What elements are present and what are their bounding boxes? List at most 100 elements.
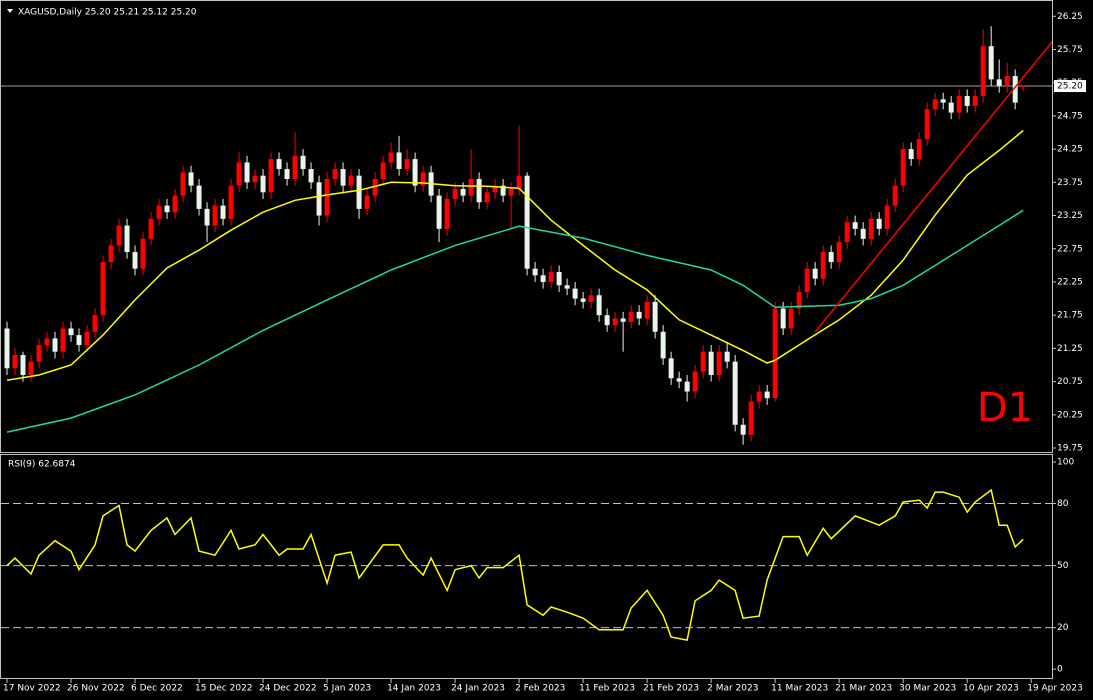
candle-body	[180, 172, 186, 196]
candle-body	[52, 338, 58, 352]
candle-body	[116, 225, 122, 246]
candle-body	[988, 46, 994, 80]
candle-body	[484, 192, 490, 203]
main-plot	[1, 26, 1052, 445]
candle-body	[636, 311, 642, 319]
candle-body	[100, 262, 106, 316]
candle-body	[708, 351, 714, 375]
candle-body	[868, 218, 874, 239]
y-tick-label: 80	[1057, 499, 1069, 509]
candle-body	[780, 308, 786, 329]
price-label-box	[1054, 80, 1086, 93]
candle-body	[44, 338, 50, 346]
candle-body	[836, 242, 842, 263]
menu-triangle	[7, 9, 13, 13]
candle-body	[220, 205, 226, 219]
candle-body	[644, 301, 650, 319]
y-tick-label: 24.75	[1057, 111, 1083, 121]
candle-body	[340, 169, 346, 186]
y-tick-label: 25.75	[1057, 45, 1083, 55]
candle-body	[620, 318, 626, 322]
candle-body	[436, 195, 442, 229]
candle-body	[612, 318, 618, 326]
candle-body	[164, 205, 170, 213]
x-tick-label: 2 Feb 2023	[515, 684, 565, 694]
candle-body	[308, 169, 314, 183]
candle-body	[468, 179, 474, 196]
candle-body	[1004, 76, 1010, 87]
timeframe-label: D1	[977, 385, 1033, 431]
x-tick-label: 24 Dec 2022	[259, 684, 317, 694]
candle-body	[652, 301, 658, 332]
candle-body	[124, 225, 130, 253]
candle-body	[364, 195, 370, 209]
candle-body	[12, 355, 18, 369]
axes: 19.75 20.25 20.75 21.25 21.75 22.25 22.75 23.25…	[3, 12, 1086, 694]
candle-body	[508, 188, 514, 196]
candle-body	[132, 252, 138, 269]
x-tick-label: 10 Apr 2023	[963, 684, 1019, 694]
candle-body	[452, 188, 458, 199]
y-tick-label: 22.75	[1057, 244, 1083, 254]
candle-body	[580, 298, 586, 302]
candle-body	[228, 185, 234, 219]
candle-body	[212, 205, 218, 226]
candle-body	[548, 271, 554, 282]
candle-body	[844, 222, 850, 243]
x-tick-label: 21 Mar 2023	[835, 684, 892, 694]
candle-body	[820, 252, 826, 279]
candle-body	[828, 252, 834, 263]
candle-body	[668, 358, 674, 379]
candle-body	[204, 208, 210, 226]
candle-body	[420, 172, 426, 186]
candle-body	[28, 361, 34, 375]
candle-body	[276, 159, 282, 170]
candle-body	[956, 95, 962, 113]
x-tick-label: 17 Nov 2022	[3, 684, 61, 694]
y-tick-label: 20	[1057, 623, 1069, 633]
candle-body	[660, 331, 666, 359]
candle-body	[524, 175, 530, 269]
x-tick-label: 15 Dec 2022	[195, 684, 253, 694]
candle-body	[404, 159, 410, 170]
candle-body	[268, 159, 274, 193]
candle-body	[324, 179, 330, 216]
indicator-line	[6, 129, 1024, 382]
candle-body	[748, 401, 754, 435]
candle-body	[20, 355, 26, 375]
x-tick-label: 6 Dec 2022	[131, 684, 183, 694]
candle-body	[684, 381, 690, 392]
candle-body	[60, 328, 66, 352]
y-tick-label: 21.75	[1057, 311, 1083, 321]
candle-body	[316, 182, 322, 216]
candle-body	[764, 391, 770, 399]
y-tick-label: 26.25	[1057, 12, 1083, 22]
candle-body	[596, 295, 602, 316]
candle-body	[252, 175, 258, 183]
candle-body	[556, 271, 562, 286]
candle-body	[292, 155, 298, 180]
candle-body	[996, 79, 1002, 87]
candle-body	[772, 308, 778, 399]
candle-body	[852, 222, 858, 229]
candle-body	[980, 46, 986, 96]
candle-body	[604, 315, 610, 326]
indicator-line	[6, 209, 1024, 433]
candle-body	[724, 351, 730, 362]
y-tick-label: 21.25	[1057, 344, 1083, 354]
candle-body	[860, 228, 866, 239]
rsi-panel-border	[0, 454, 1053, 679]
candle-body	[348, 175, 354, 186]
main-panel-border	[0, 0, 1053, 453]
candle-body	[756, 391, 762, 402]
y-tick-label: 24.25	[1057, 145, 1083, 155]
candle-body	[332, 169, 338, 180]
x-tick-label: 11 Feb 2023	[579, 684, 635, 694]
candle-body	[108, 245, 114, 263]
candle-body	[692, 371, 698, 392]
candle-body	[412, 159, 418, 186]
candle-body	[1020, 86, 1026, 88]
candle-body	[964, 95, 970, 106]
